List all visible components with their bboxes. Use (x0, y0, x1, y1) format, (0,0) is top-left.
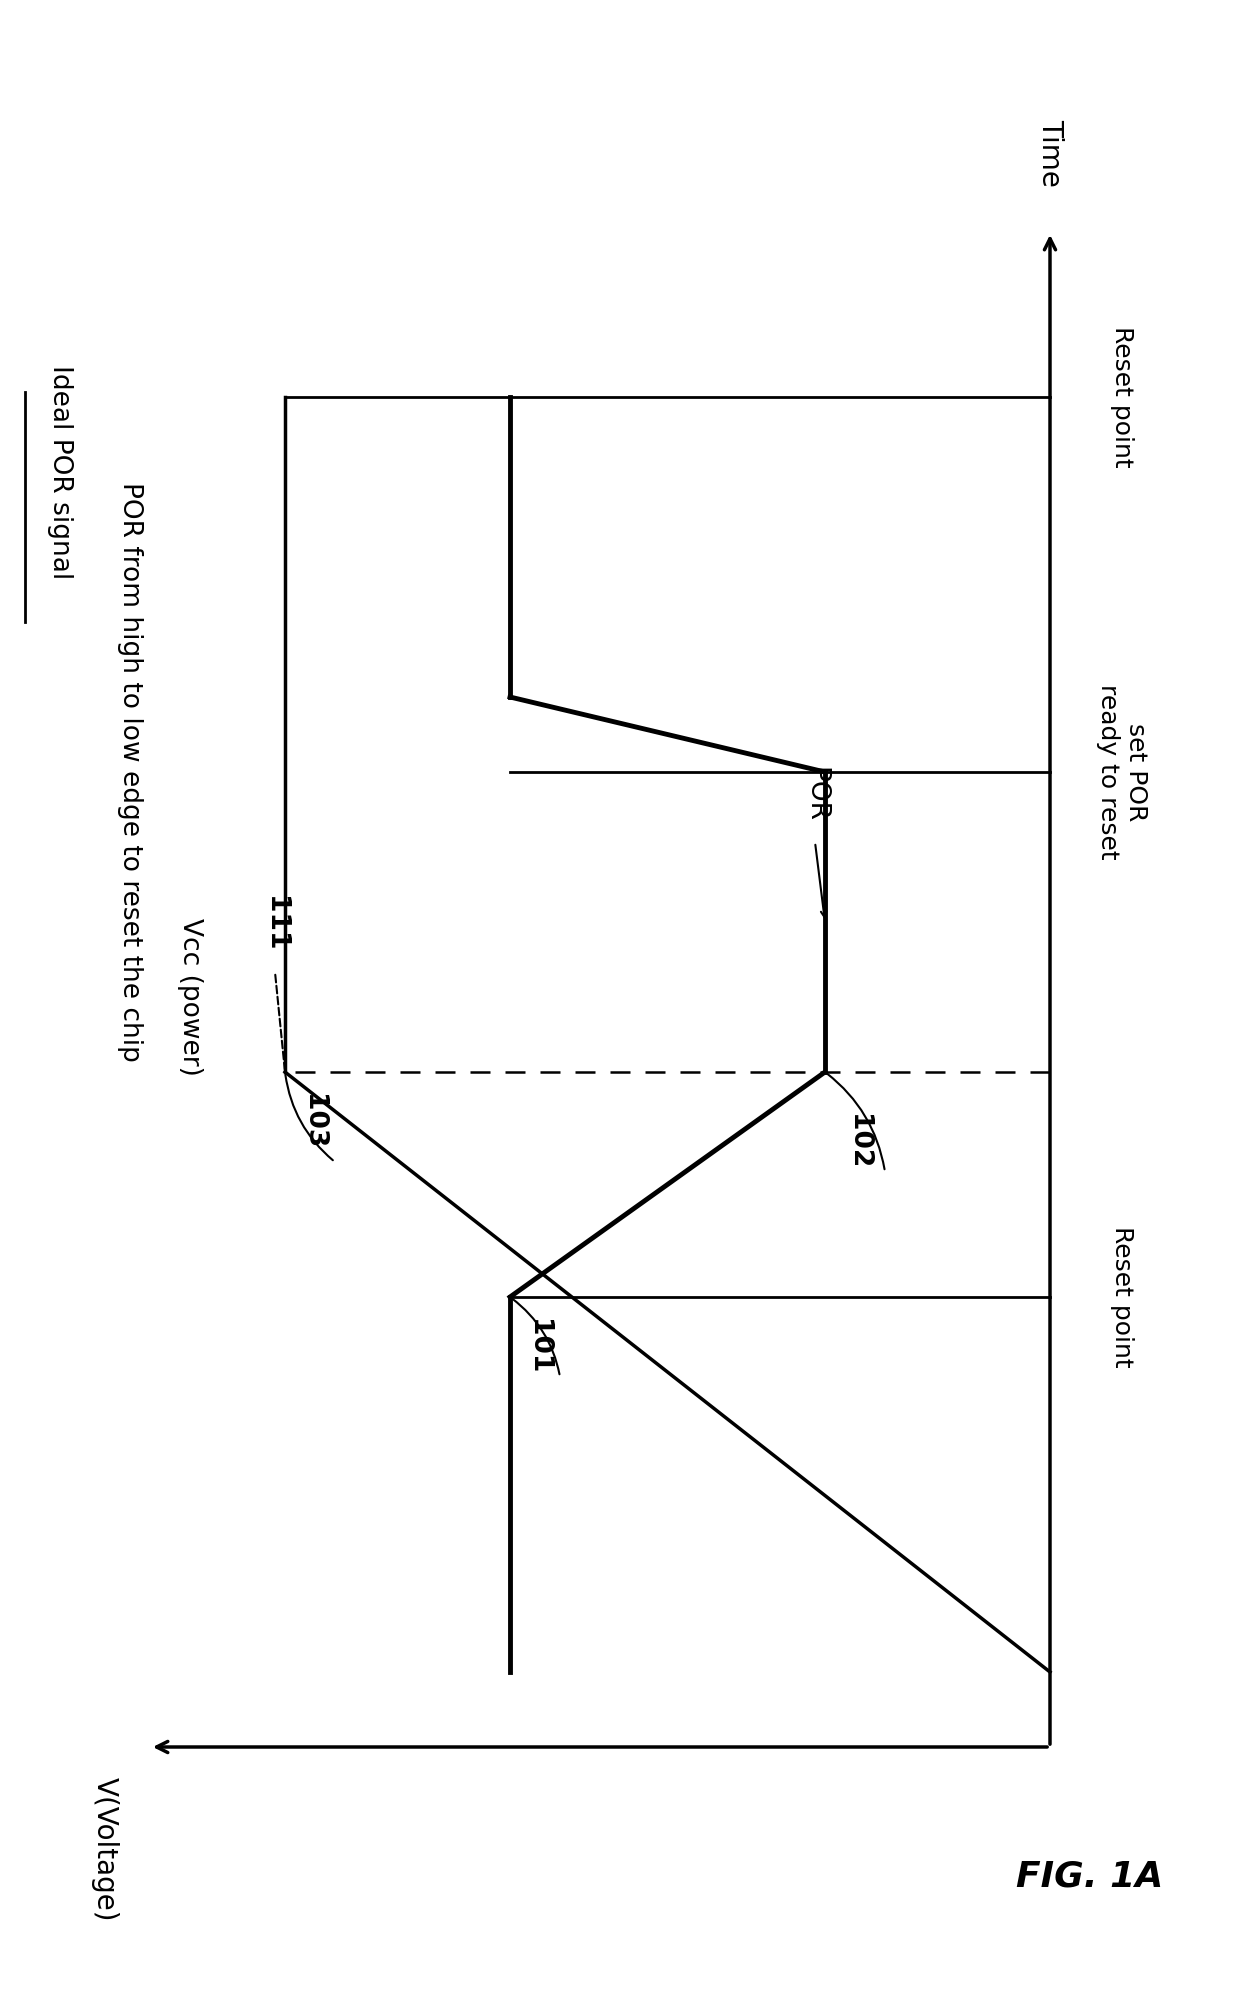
Text: POR: POR (802, 767, 828, 823)
Text: Reset point: Reset point (1110, 326, 1135, 467)
Text: set POR
ready to reset: set POR ready to reset (1096, 685, 1148, 861)
Text: 101: 101 (525, 1320, 551, 1374)
Text: POR from high to low edge to reset the chip: POR from high to low edge to reset the c… (117, 481, 143, 1062)
Text: Reset point: Reset point (1110, 1226, 1135, 1368)
Text: Vcc (power): Vcc (power) (177, 919, 203, 1076)
Text: V(Voltage): V(Voltage) (91, 1777, 119, 1921)
Text: 102: 102 (844, 1114, 870, 1170)
Text: 103: 103 (300, 1094, 326, 1150)
Text: Time: Time (1035, 120, 1064, 188)
Text: 111: 111 (262, 897, 288, 953)
Text: Ideal POR signal: Ideal POR signal (47, 365, 73, 579)
Text: FIG. 1A: FIG. 1A (1017, 1859, 1163, 1893)
